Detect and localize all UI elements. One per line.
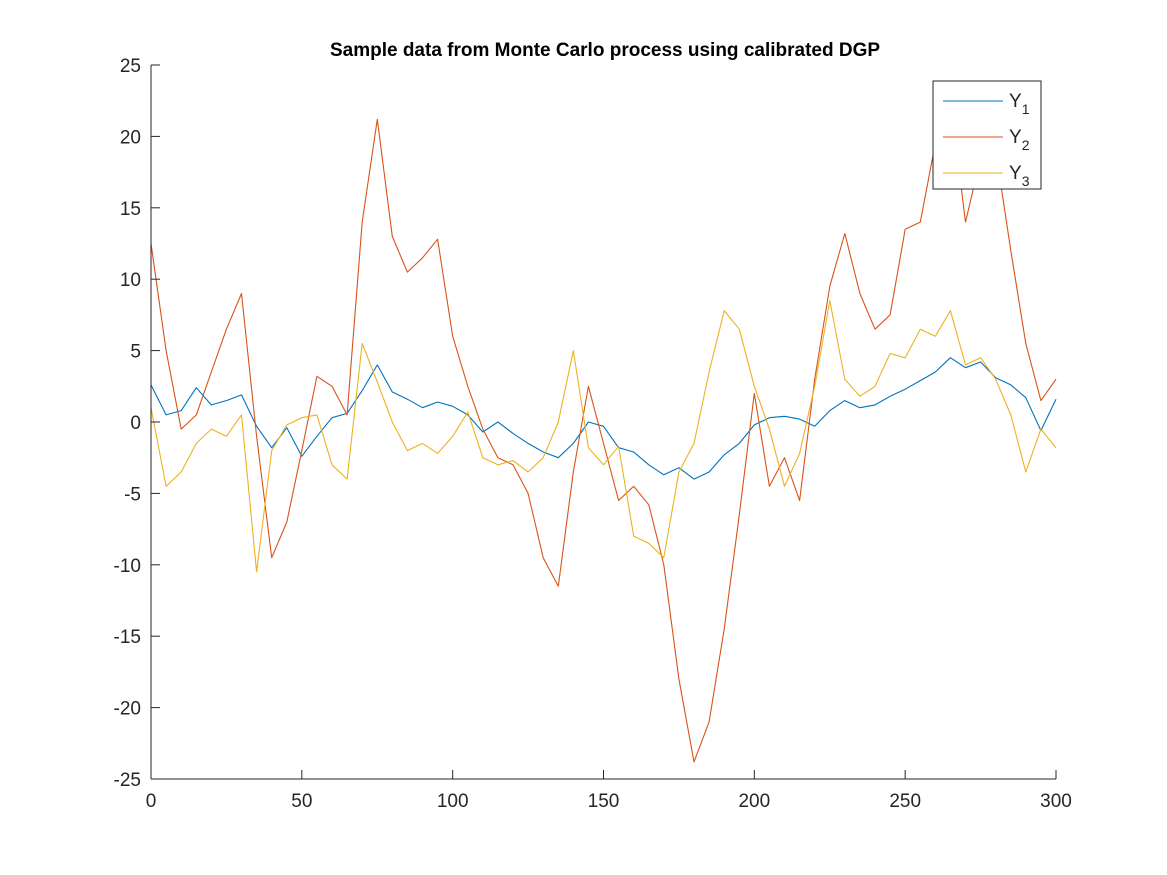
y-tick-label: 25	[120, 56, 141, 77]
y-tick-label: 0	[130, 413, 141, 434]
legend-label-2: Y2	[1009, 127, 1030, 153]
series-line-1	[150, 357, 1057, 480]
y-tick-label: -20	[114, 699, 141, 720]
y-tick-label: 15	[120, 199, 141, 220]
legend-box	[932, 80, 1042, 190]
y-tick-label: -5	[124, 484, 141, 505]
y-tick-label: -15	[114, 627, 141, 648]
x-tick-label: 300	[1040, 791, 1072, 812]
plot-area	[151, 65, 1056, 779]
x-tick-label: 50	[291, 791, 312, 812]
x-tick-label: 200	[738, 791, 770, 812]
x-tick-label: 100	[437, 791, 469, 812]
x-tick-label: 0	[146, 791, 157, 812]
y-tick-label: -10	[114, 556, 141, 577]
x-tick-label: 150	[588, 791, 620, 812]
chart-title: Sample data from Monte Carlo process usi…	[330, 40, 880, 61]
y-tick-label: 20	[120, 127, 141, 148]
y-tick-label: 10	[120, 270, 141, 291]
legend-label-1: Y1	[1009, 91, 1030, 117]
legend-items: Y1 Y2 Y3	[943, 91, 1030, 189]
y-tick-label: -25	[114, 770, 141, 791]
series-line-2	[150, 100, 1057, 763]
y-ticks: -25 -20 -15 -10 -5 0 5 10 15 20 25	[114, 56, 160, 791]
legend-label-3: Y3	[1009, 163, 1030, 189]
x-tick-label: 250	[889, 791, 921, 812]
legend[interactable]: Y1 Y2 Y3	[932, 80, 1042, 190]
series-line-3	[150, 300, 1057, 573]
x-ticks: 0 50 100 150 200 250 300	[146, 770, 1072, 812]
series-layer	[150, 100, 1057, 763]
y-tick-label: 5	[130, 342, 141, 363]
